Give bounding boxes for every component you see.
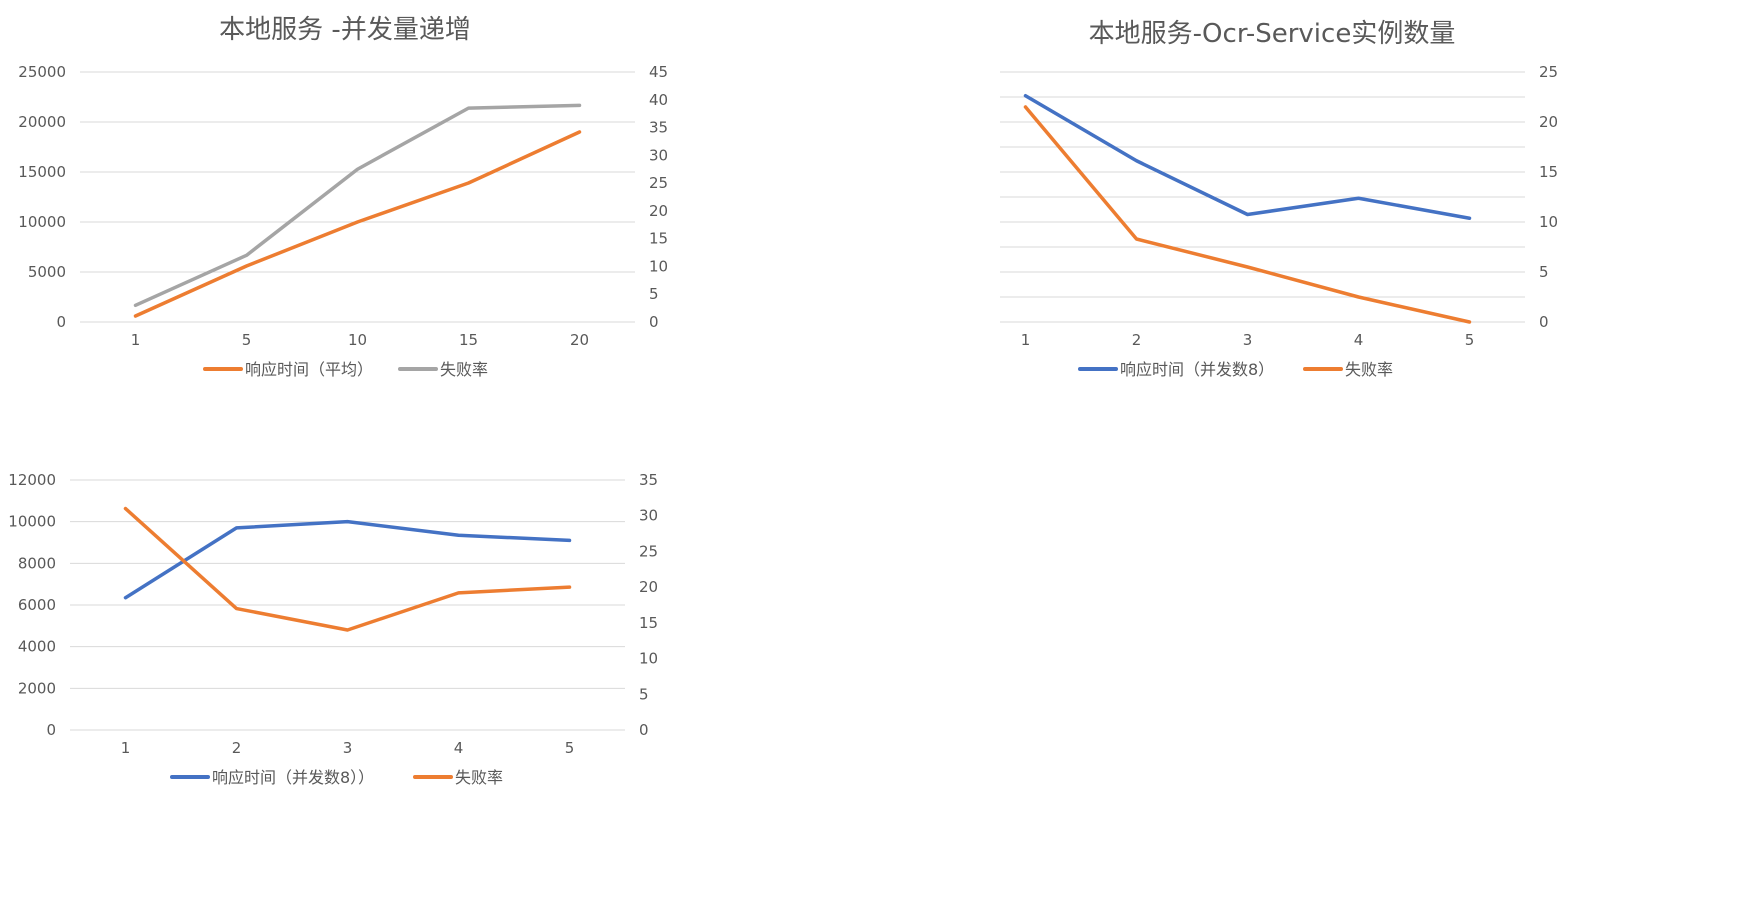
y2-tick-label: 15 xyxy=(639,614,658,632)
y2-tick-label: 15 xyxy=(1539,163,1558,181)
legend-label: 失败率 xyxy=(455,768,503,787)
chart-concurrency: 本地服务 -并发量递增 0 5000 10000 15000 20000 25000 0 5 10… xyxy=(18,15,668,379)
y-tick-label: 8000 xyxy=(18,554,56,572)
y2-tick-label: 25 xyxy=(639,542,658,560)
y2-tick-label: 15 xyxy=(649,230,668,248)
legend-label: 失败率 xyxy=(1345,360,1393,379)
y2-tick-label: 10 xyxy=(1539,213,1558,231)
y-tick-label: 6000 xyxy=(18,596,56,614)
y-tick-label: 25000 xyxy=(18,63,66,81)
x-tick-label: 4 xyxy=(1354,331,1364,349)
y2-tick-label: 25 xyxy=(1539,63,1558,81)
x-tick-label: 1 xyxy=(131,331,141,349)
legend-label: 失败率 xyxy=(440,360,488,379)
x-tick-label: 1 xyxy=(1021,331,1031,349)
y-tick-label: 20000 xyxy=(18,113,66,131)
x-tick-label: 5 xyxy=(565,739,575,757)
legend-label: 响应时间（并发数8）） xyxy=(212,768,374,787)
y-tick-label: 12000 xyxy=(8,471,56,489)
x-tick-label: 4 xyxy=(454,739,464,757)
x-tick-label: 5 xyxy=(1465,331,1475,349)
y2-tick-label: 40 xyxy=(649,91,668,109)
y2-tick-label: 20 xyxy=(1539,113,1558,131)
x-tick-label: 20 xyxy=(570,331,589,349)
chart-title: 本地服务 -并发量递增 xyxy=(219,15,471,45)
series-line-2 xyxy=(1023,105,1472,324)
x-tick-label: 15 xyxy=(459,331,478,349)
y2-tick-label: 0 xyxy=(1539,313,1549,331)
x-tick-label: 1 xyxy=(121,739,131,757)
legend-label: 响应时间（平均） xyxy=(245,360,373,379)
y2-tick-label: 20 xyxy=(639,578,658,596)
x-tick-label: 3 xyxy=(343,739,353,757)
y2-tick-label: 30 xyxy=(639,507,658,525)
series-line-2 xyxy=(123,506,572,632)
y2-tick-label: 35 xyxy=(639,471,658,489)
x-tick-label: 2 xyxy=(232,739,242,757)
x-tick-label: 3 xyxy=(1243,331,1253,349)
series-line-2 xyxy=(133,103,582,308)
chart-user-service-instances: 本机服务-User-Service实例数量0200040006000800010… xyxy=(8,471,658,787)
y2-tick-label: 30 xyxy=(649,146,668,164)
y-tick-label: 10000 xyxy=(8,513,56,531)
series-line-1 xyxy=(123,519,572,600)
y2-tick-label: 5 xyxy=(639,685,649,703)
x-tick-label: 2 xyxy=(1132,331,1142,349)
y2-tick-label: 20 xyxy=(649,202,668,220)
y2-tick-label: 5 xyxy=(649,285,659,303)
chart-ocr-service-instances: 本地服务-Ocr-Service实例数量01000200030004000500… xyxy=(1000,19,1558,379)
series-line-1 xyxy=(133,130,582,318)
y2-tick-label: 35 xyxy=(649,119,668,137)
y-tick-label: 0 xyxy=(46,721,56,739)
x-tick-label: 10 xyxy=(348,331,367,349)
y2-tick-label: 0 xyxy=(639,721,649,739)
y-tick-label: 15000 xyxy=(18,163,66,181)
legend-label: 响应时间（并发数8） xyxy=(1120,360,1274,379)
y2-tick-label: 45 xyxy=(649,63,668,81)
y-tick-label: 4000 xyxy=(18,638,56,656)
chart-title: 本地服务-Ocr-Service实例数量 xyxy=(1089,19,1456,49)
y2-tick-label: 10 xyxy=(649,257,668,275)
y-tick-label: 0 xyxy=(56,313,66,331)
y-tick-label: 10000 xyxy=(18,213,66,231)
x-tick-label: 5 xyxy=(242,331,252,349)
y2-tick-label: 5 xyxy=(1539,263,1549,281)
y2-tick-label: 0 xyxy=(649,313,659,331)
y-tick-label: 5000 xyxy=(28,263,66,281)
y2-tick-label: 10 xyxy=(639,650,658,668)
y2-tick-label: 25 xyxy=(649,174,668,192)
y-tick-label: 2000 xyxy=(18,679,56,697)
series-line-1 xyxy=(1023,94,1472,220)
